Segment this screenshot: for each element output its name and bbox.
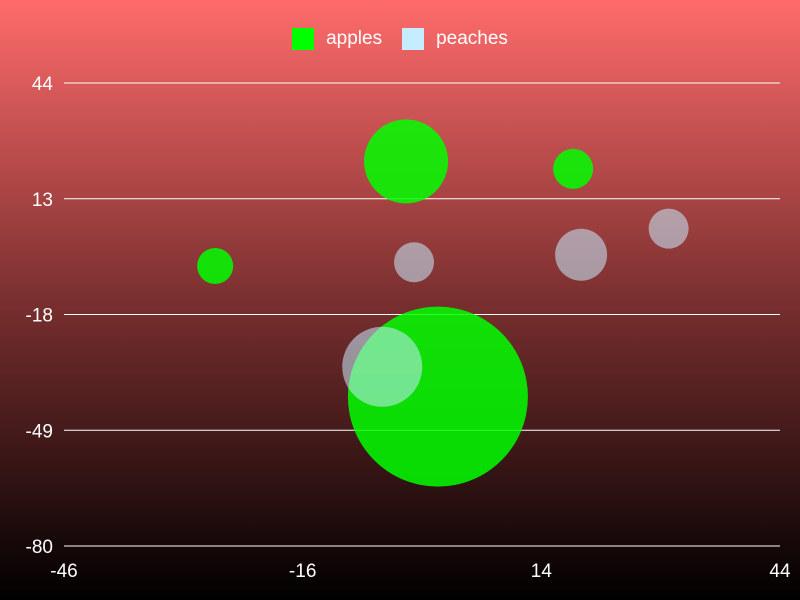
y-tick-label: 44 <box>32 74 54 95</box>
legend: apples peaches <box>0 28 800 50</box>
bubble-apples[interactable] <box>553 148 594 189</box>
bubble-apples[interactable] <box>364 119 449 204</box>
legend-label-peaches: peaches <box>436 28 508 49</box>
y-tick-label: 13 <box>32 190 53 211</box>
bubble-apples[interactable] <box>197 247 234 284</box>
x-tick-label: 14 <box>531 561 553 582</box>
legend-swatch-peaches <box>402 28 425 50</box>
bubble-peaches[interactable] <box>648 208 689 249</box>
x-tick-label: 44 <box>769 561 791 582</box>
y-tick-label: -80 <box>26 537 53 558</box>
y-tick-label: -49 <box>26 421 53 442</box>
legend-item-peaches[interactable]: peaches <box>402 28 508 50</box>
legend-item-apples[interactable]: apples <box>292 28 382 50</box>
legend-swatch-apples <box>292 28 315 50</box>
bubble-peaches[interactable] <box>342 326 423 407</box>
bubble-peaches[interactable] <box>555 228 608 281</box>
x-tick-label: -46 <box>50 561 77 582</box>
legend-label-apples: apples <box>326 28 383 49</box>
bubble-peaches[interactable] <box>394 242 435 283</box>
x-tick-label: -16 <box>289 561 316 582</box>
y-tick-label: -18 <box>26 306 53 327</box>
